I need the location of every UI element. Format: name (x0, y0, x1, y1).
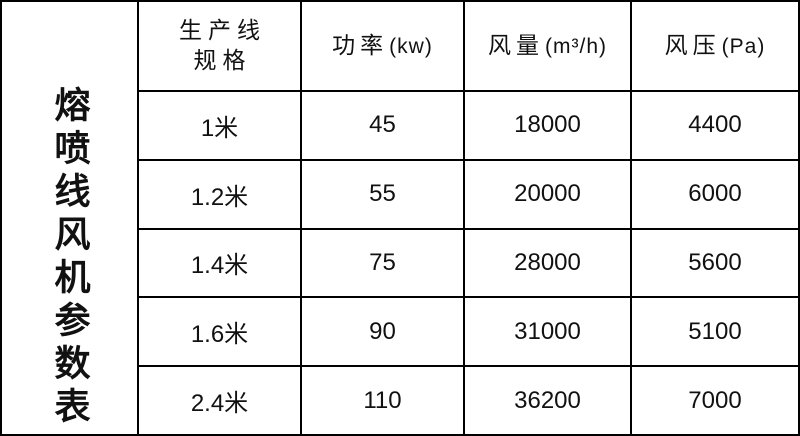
table-title-cell: 熔喷线风机参数表 (2, 2, 137, 434)
header-pressure: 风压 (Pa) (632, 2, 798, 90)
airflow-cell: 20000 (465, 160, 630, 228)
pressure-cell: 5600 (632, 229, 798, 297)
spec-cell: 2.4米 (139, 367, 300, 434)
pressure-cell: 7000 (632, 367, 798, 434)
header-power-unit: (kw) (389, 35, 433, 59)
airflow-cell: 28000 (465, 229, 630, 297)
pressure-cell: 5100 (632, 298, 798, 366)
airflow-cell: 31000 (465, 298, 630, 366)
header-power: 功率 (kw) (302, 2, 463, 90)
spec-cell: 1米 (139, 92, 300, 159)
header-power-label: 功率 (332, 32, 389, 59)
pressure-cell: 4400 (632, 92, 798, 159)
header-spec: 生产线 规格 (139, 2, 300, 90)
spec-cell: 1.6米 (139, 298, 300, 366)
pressure-cell: 6000 (632, 160, 798, 228)
power-cell: 45 (302, 92, 463, 159)
spec-cell: 1.4米 (139, 229, 300, 297)
power-cell: 55 (302, 160, 463, 228)
power-cell: 110 (302, 367, 463, 434)
parameter-grid: 生产线 规格 功率 (kw) 风量 (m³/h) 风压 (Pa) 1米 45 1800… (139, 2, 798, 434)
table-title-vertical: 熔喷线风机参数表 (49, 86, 91, 430)
header-pressure-label: 风压 (664, 32, 721, 59)
power-cell: 90 (302, 298, 463, 366)
airflow-cell: 18000 (465, 92, 630, 159)
header-airflow-unit: (m³/h) (545, 35, 607, 59)
header-pressure-unit: (Pa) (721, 35, 766, 59)
spec-cell: 1.2米 (139, 160, 300, 228)
header-airflow-label: 风量 (488, 32, 544, 59)
header-airflow: 风量 (m³/h) (465, 2, 630, 90)
power-cell: 75 (302, 229, 463, 297)
airflow-cell: 36200 (465, 367, 630, 434)
header-spec-line2: 规格 (193, 47, 252, 73)
header-spec-line1: 生产线 (179, 17, 266, 44)
